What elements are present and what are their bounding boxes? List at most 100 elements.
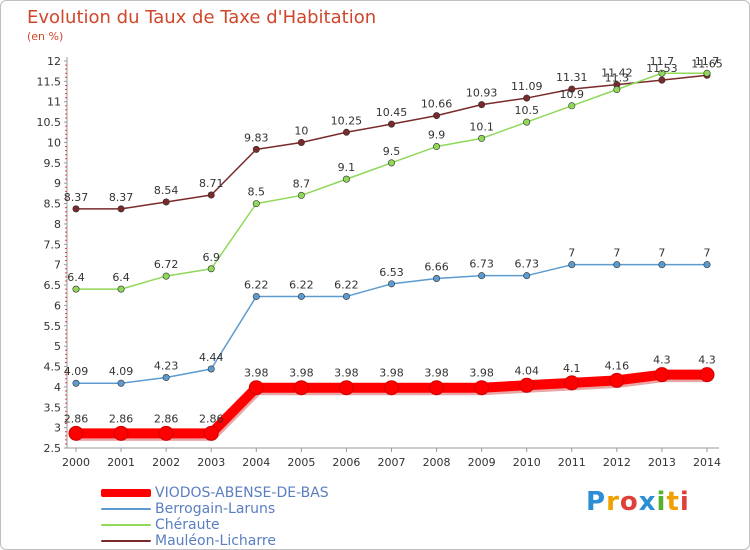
data-label: 10.93 — [466, 87, 498, 100]
data-label: 3.98 — [379, 367, 404, 380]
data-label: 6.72 — [154, 258, 179, 271]
data-point — [297, 191, 305, 199]
data-point — [72, 285, 80, 293]
data-point — [433, 275, 441, 283]
data-point — [72, 205, 80, 213]
data-label: 9.83 — [244, 131, 269, 144]
data-point — [523, 94, 531, 102]
data-point — [113, 425, 129, 441]
y-tick-label: 10 — [47, 136, 61, 149]
data-label: 2.86 — [109, 412, 134, 425]
series-1 — [72, 261, 711, 387]
data-label: 4.1 — [563, 362, 581, 375]
y-tick-label: 7 — [54, 259, 61, 272]
data-point — [252, 292, 260, 300]
proxiti-logo: Proxiti — [586, 487, 690, 517]
data-point — [478, 134, 486, 142]
data-point — [252, 145, 260, 153]
legend-item: Berrogain-Laruns — [101, 501, 329, 517]
data-label: 2.86 — [64, 412, 89, 425]
data-label: 6.53 — [379, 266, 404, 279]
data-point — [429, 380, 445, 396]
data-point — [478, 101, 486, 109]
data-label: 3.98 — [289, 367, 314, 380]
data-point — [342, 292, 350, 300]
data-point — [293, 380, 309, 396]
data-point — [478, 272, 486, 280]
data-label: 2.86 — [199, 412, 224, 425]
data-label: 8.37 — [64, 191, 89, 204]
data-point — [162, 198, 170, 206]
legend-label: Chéraute — [155, 517, 220, 533]
y-tick-label: 11.5 — [37, 75, 62, 88]
y-tick-label: 6.5 — [44, 279, 62, 292]
x-tick-label: 2011 — [558, 456, 586, 469]
data-label: 10.45 — [376, 106, 408, 119]
x-tick-label: 2004 — [242, 456, 270, 469]
data-point — [387, 159, 395, 167]
data-point — [342, 175, 350, 183]
data-point — [387, 280, 395, 288]
data-label: 3.98 — [244, 367, 269, 380]
data-label: 6.73 — [514, 258, 539, 271]
logo-letter: t — [666, 487, 680, 517]
data-point — [248, 380, 264, 396]
data-label: 6.22 — [244, 278, 269, 291]
x-tick-label: 2000 — [62, 456, 90, 469]
data-label: 4.3 — [653, 354, 671, 367]
data-point — [658, 261, 666, 269]
legend-item: VIODOS-ABENSE-DE-BAS — [101, 485, 329, 501]
legend-label: VIODOS-ABENSE-DE-BAS — [155, 485, 329, 501]
y-tick-label: 5.5 — [44, 320, 62, 333]
data-point — [613, 86, 621, 94]
data-label: 7 — [568, 247, 575, 260]
data-point — [384, 380, 399, 396]
y-tick-label: 6 — [54, 299, 61, 312]
series-0 — [68, 367, 715, 441]
x-tick-label: 2007 — [378, 456, 406, 469]
data-label: 11.3 — [605, 72, 630, 85]
data-point — [117, 379, 125, 387]
series-3 — [72, 71, 711, 213]
legend-item: Mauléon-Licharre — [101, 533, 329, 549]
data-label: 4.09 — [109, 365, 134, 378]
data-label: 11.53 — [646, 62, 678, 75]
data-point — [519, 377, 535, 393]
data-label: 9.1 — [338, 161, 356, 174]
data-label: 11.65 — [691, 57, 723, 70]
data-point — [433, 143, 441, 151]
data-label: 3.98 — [424, 367, 449, 380]
data-label: 10 — [294, 124, 308, 137]
x-tick-label: 2005 — [287, 456, 315, 469]
data-label: 8.71 — [199, 177, 224, 190]
y-tick-label: 4.5 — [44, 361, 62, 374]
y-tick-label: 4 — [54, 381, 61, 394]
y-tick-label: 5 — [54, 340, 61, 353]
x-tick-label: 2002 — [152, 456, 180, 469]
y-tick-label: 11 — [47, 96, 61, 109]
data-point — [162, 272, 170, 280]
data-label: 4.16 — [605, 359, 630, 372]
data-label: 6.22 — [289, 278, 314, 291]
data-label: 4.09 — [64, 365, 89, 378]
data-point — [654, 367, 670, 383]
x-tick-label: 2003 — [197, 456, 225, 469]
data-label: 8.7 — [293, 177, 311, 190]
data-label: 4.23 — [154, 360, 179, 373]
data-label: 6.9 — [202, 251, 220, 264]
data-point — [117, 205, 125, 213]
y-tick-label: 8.5 — [44, 198, 62, 211]
data-point — [564, 375, 580, 391]
x-tick-label: 2010 — [513, 456, 541, 469]
data-point — [117, 285, 125, 293]
data-label-layer: 8.37 8.37 8.54 8.71 9.83 10 10.25 10.45 10.66 10.… — [64, 55, 723, 425]
data-point — [387, 120, 395, 128]
data-point — [162, 374, 170, 382]
chart-title: Evolution du Taux de Taxe d'Habitation — [27, 7, 377, 28]
x-tick-label: 2013 — [648, 456, 676, 469]
data-point — [523, 272, 531, 280]
logo-letter: P — [586, 487, 607, 517]
y-tick-label: 10.5 — [37, 116, 62, 129]
